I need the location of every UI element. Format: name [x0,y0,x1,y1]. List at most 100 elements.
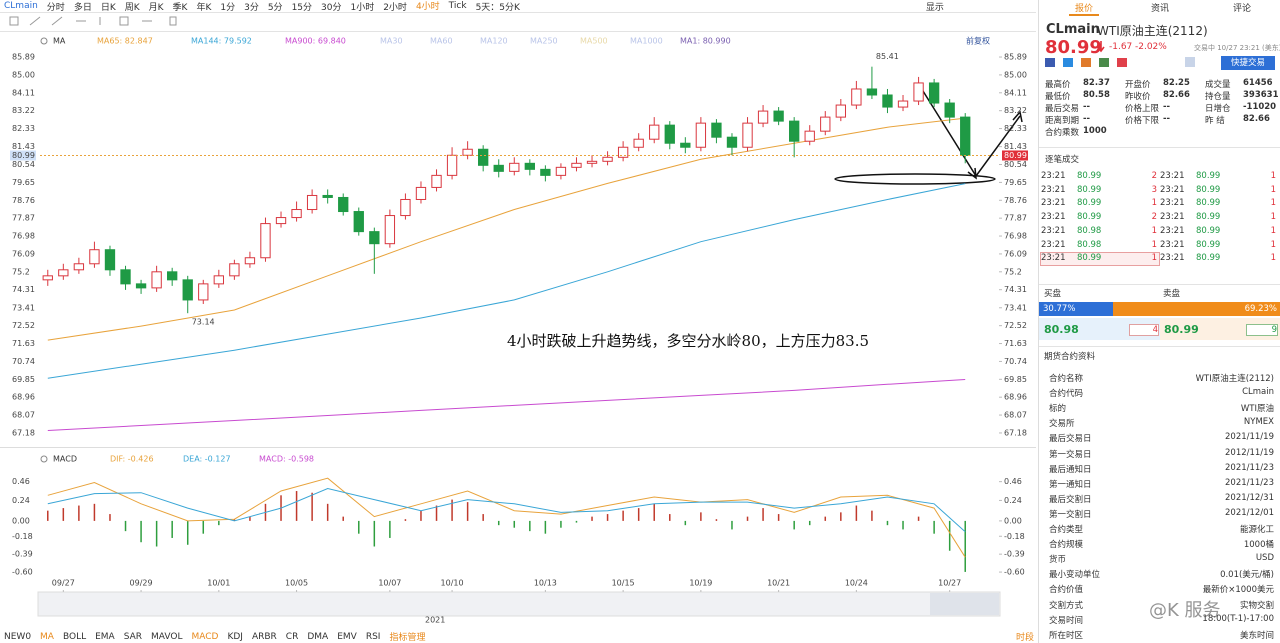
candle-body [602,156,613,162]
indicator-tab[interactable]: NEW0 [4,631,32,642]
y-tick-label-right: 78.76 [1004,196,1027,205]
y-tick-label: 69.85 [12,375,35,384]
x-tick-label: 10/15 [612,579,635,588]
indicator-tab[interactable]: MACD [191,631,219,642]
period-tab[interactable]: 年K [196,2,212,13]
period-tab[interactable]: 3分 [244,2,259,13]
candle-body [229,263,240,277]
indicator-tab[interactable]: MA [40,631,54,642]
y-tick-label: 84.11 [12,88,35,97]
last-price-label: 80.99 [1004,151,1027,160]
stat-label: 合约乘数 [1045,128,1080,138]
info-title: 期货合约资料 [1044,352,1096,362]
navigator-window[interactable] [930,593,999,615]
period-tab[interactable]: 日K [100,2,116,13]
y-tick-label: -0.39 [12,550,33,559]
trade-volume: 1 [1151,198,1157,209]
trade-volume: 3 [1151,184,1157,195]
period-tab[interactable]: 1小时 [350,2,375,13]
legend-entry: DIF: -0.426 [110,455,154,464]
symbol-tab[interactable]: CLmain [4,1,38,11]
period-tab[interactable]: 分时 [46,2,65,13]
bid-volume: 4 [1129,324,1159,336]
period-tab[interactable]: 月K [148,2,164,13]
period-tab[interactable]: 2小时 [383,2,407,13]
period-tab[interactable]: 30分 [321,2,342,13]
trade-time: 23:21 [1041,198,1066,209]
info-value: CLmain [1242,387,1274,398]
tab[interactable]: 报价 [1069,1,1100,16]
period-tab[interactable]: 1分 [220,2,236,13]
info-label: 第一通知日 [1049,479,1092,490]
indicator-tab[interactable]: RSI [365,631,381,642]
y-tick-label-right: 0.24 [1004,496,1022,505]
display-menu[interactable]: 显示 [925,2,944,13]
session-button[interactable]: 时段 [1016,633,1035,643]
y-tick-label-right: -0.18 [1004,532,1025,541]
y-tick-label: 0.24 [12,496,30,505]
candle-body [897,100,909,108]
period-tab[interactable]: 5分 [267,2,283,13]
candle-body [773,110,784,122]
candle-body [742,122,753,148]
period-tab[interactable]: 5天：5分K [475,2,520,13]
info-value: 美东时间 [1239,630,1274,641]
y-tick-label-right: 72.52 [1004,321,1027,330]
info-value: USD [1255,553,1274,564]
period-tab[interactable]: 周K [124,2,140,13]
candle-body [338,196,349,213]
period-tab[interactable]: 多日 [73,2,92,13]
indicator-tab[interactable]: SAR [123,631,143,642]
last-price: 80.99 [1045,37,1102,58]
drawing-tools [9,16,177,26]
legend-entry: MA1000 [630,37,663,46]
indicator-tab[interactable]: DMA [307,631,329,642]
indicator-tab[interactable]: EMA [95,631,115,642]
period-tab[interactable]: 季K [172,2,188,13]
bell[interactable] [1185,57,1195,67]
indicator-tab[interactable]: EMV [337,631,357,642]
tab[interactable]: 资讯 [1151,4,1170,14]
y-tick-label-right: 67.18 [1004,428,1027,437]
legend-entry: MA120 [480,37,508,46]
indicator-tab[interactable]: 指标管理 [389,633,426,643]
ask-volume: 9 [1246,324,1278,336]
candle-body [198,283,209,301]
trade-price: 80.99 [1077,171,1102,181]
indicator-tab[interactable]: BOLL [62,631,87,642]
stat-label: 最高价 [1045,80,1071,90]
info-value: NYMEX [1243,417,1274,428]
indicator-tab[interactable]: KDJ [227,631,243,642]
stat-label: 价格上限 [1125,104,1160,114]
indicator-bar: NEW0 MA BOLL EMA SAR MAVOL MACD KDJ ARBR CR DMA EMV… [4,630,1034,643]
trade-volume: 1 [1270,253,1276,264]
y-tick-label-right: 75.2 [1004,267,1022,276]
y-tick-label-right: 76.09 [1004,249,1027,258]
tab[interactable]: 评论 [1233,4,1252,14]
legend-title: MA [53,37,66,46]
trade-time: 23:21 [1160,239,1185,250]
info-value: 1000桶 [1243,540,1274,551]
trade-time: 23:21 [1041,253,1066,264]
trade-volume: 2 [1151,212,1157,223]
info-value: 2012/11/19 [1225,447,1274,458]
quick-trade-button[interactable]: 快捷交易 [1221,56,1275,70]
adjust-button: 前复权 [966,36,990,46]
stat-label: 最后交易 [1045,104,1080,114]
legend-entry: MA30 [380,37,403,46]
stat-label: 成交量 [1205,80,1231,90]
period-tab[interactable]: 15分 [291,2,313,13]
y-tick-label: 68.07 [12,411,35,420]
candle-body [260,223,271,259]
indicator-tab[interactable]: MAVOL [151,631,183,642]
indicator-tab[interactable]: CR [285,631,299,642]
y-tick-label: 68.96 [12,393,35,402]
y-tick-label-right: 77.87 [1004,214,1027,223]
trade-time: 23:21 [1041,239,1066,250]
trade-time: 23:21 [1041,225,1066,236]
stat-value: 82.66 [1243,114,1270,124]
stat-value: 82.25 [1163,78,1190,88]
period-tab[interactable]: Tick [448,1,467,11]
navigator[interactable] [37,591,1001,617]
indicator-tab[interactable]: ARBR [251,631,277,642]
